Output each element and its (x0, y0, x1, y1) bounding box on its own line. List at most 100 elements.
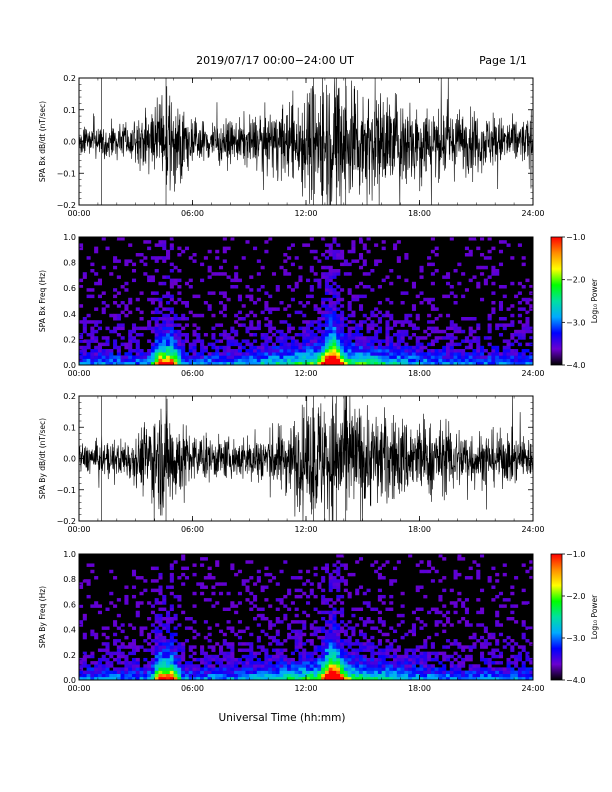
heat-cell (358, 629, 364, 634)
heat-cell (430, 352, 435, 356)
heat-cell (256, 651, 261, 656)
heat-cell (120, 676, 125, 681)
heat-cell (408, 676, 413, 681)
heat-cell (408, 349, 413, 353)
heat-cell (445, 639, 451, 643)
heat-cell (298, 629, 303, 634)
heat-cell (347, 661, 352, 665)
heat-cell (434, 326, 439, 331)
heat-cell (268, 294, 273, 299)
heat-cell (188, 670, 193, 674)
heat-cell (389, 582, 394, 586)
heat-cell (283, 358, 288, 363)
heat-cell (385, 333, 390, 337)
heat-cell (249, 288, 254, 292)
heat-cell (362, 259, 367, 263)
heat-cell (321, 601, 326, 605)
heat-cell (173, 617, 178, 621)
heat-cell (253, 598, 258, 602)
heat-cell (336, 654, 341, 659)
heat-cell (294, 281, 299, 286)
heat-cell (203, 349, 208, 353)
heat-cell (396, 648, 401, 652)
y-tick-label: −0.2 (57, 517, 76, 526)
heat-cell (468, 333, 473, 337)
heat-cell (495, 579, 500, 583)
heat-cell (389, 355, 394, 359)
heat-cell (218, 345, 224, 350)
heat-cell (256, 288, 261, 292)
heat-cell (105, 657, 110, 662)
heat-cell (393, 657, 398, 662)
heat-cell (355, 352, 360, 356)
heat-cell (150, 610, 155, 615)
heat-cell (128, 645, 133, 649)
heat-cell (362, 246, 367, 251)
heat-cell (381, 664, 386, 668)
heat-cell (200, 591, 205, 596)
heat-cell (476, 358, 481, 363)
heat-cell (487, 576, 492, 580)
heat-cell (162, 657, 167, 662)
heat-cell (491, 358, 496, 363)
heat-cell (211, 272, 216, 276)
heat-cell (502, 563, 507, 567)
heat-cell (517, 291, 522, 295)
heat-cell (253, 654, 258, 659)
heat-cell (529, 285, 534, 289)
heat-cell (525, 310, 530, 315)
heat-cell (230, 629, 235, 634)
y-axis-label: SPA By dB/dt (nT/sec) (38, 418, 47, 499)
heat-cell (294, 673, 299, 678)
heat-cell (116, 345, 121, 350)
heat-cell (393, 670, 398, 674)
heat-cell (385, 339, 390, 343)
heat-cell (309, 657, 314, 662)
heat-cell (411, 307, 417, 311)
heat-cell (173, 349, 178, 353)
heat-cell (181, 249, 186, 254)
heat-cell (113, 358, 118, 363)
heat-cell (275, 654, 280, 659)
heat-cell (358, 632, 364, 637)
heat-cell (177, 291, 182, 295)
heat-cell (423, 657, 428, 662)
heat-cell (184, 323, 190, 327)
heat-cell (109, 349, 114, 353)
heat-cell (427, 676, 432, 681)
heat-cell (324, 610, 329, 615)
heat-cell (268, 320, 273, 324)
heat-cell (234, 355, 239, 359)
heat-cell (366, 339, 371, 343)
heat-cell (491, 352, 496, 356)
heat-cell (218, 645, 224, 649)
heat-cell (150, 342, 155, 347)
heat-cell (366, 326, 371, 331)
heat-cell (173, 639, 178, 643)
heat-cell (188, 256, 193, 260)
heat-cell (389, 670, 394, 674)
heat-cell (521, 361, 526, 366)
heat-cell (268, 345, 273, 350)
heat-cell (400, 664, 405, 668)
heat-cell (162, 601, 167, 605)
heat-cell (290, 661, 295, 665)
heat-cell (181, 648, 186, 652)
heat-cell (461, 272, 466, 276)
heat-cell (404, 342, 409, 347)
heat-cell (154, 566, 159, 571)
heat-cell (113, 294, 118, 299)
heat-cell (324, 291, 329, 295)
heat-cell (268, 329, 273, 334)
heat-cell (222, 651, 227, 656)
heat-cell (468, 326, 473, 331)
heat-cell (120, 310, 125, 315)
heat-cell (245, 361, 250, 366)
heat-cell (517, 355, 522, 359)
heat-cell (139, 629, 144, 634)
heat-cell (434, 355, 439, 359)
heat-cell (268, 361, 273, 366)
heat-cell (116, 323, 121, 327)
heat-cell (381, 358, 386, 363)
heat-cell (427, 673, 432, 678)
